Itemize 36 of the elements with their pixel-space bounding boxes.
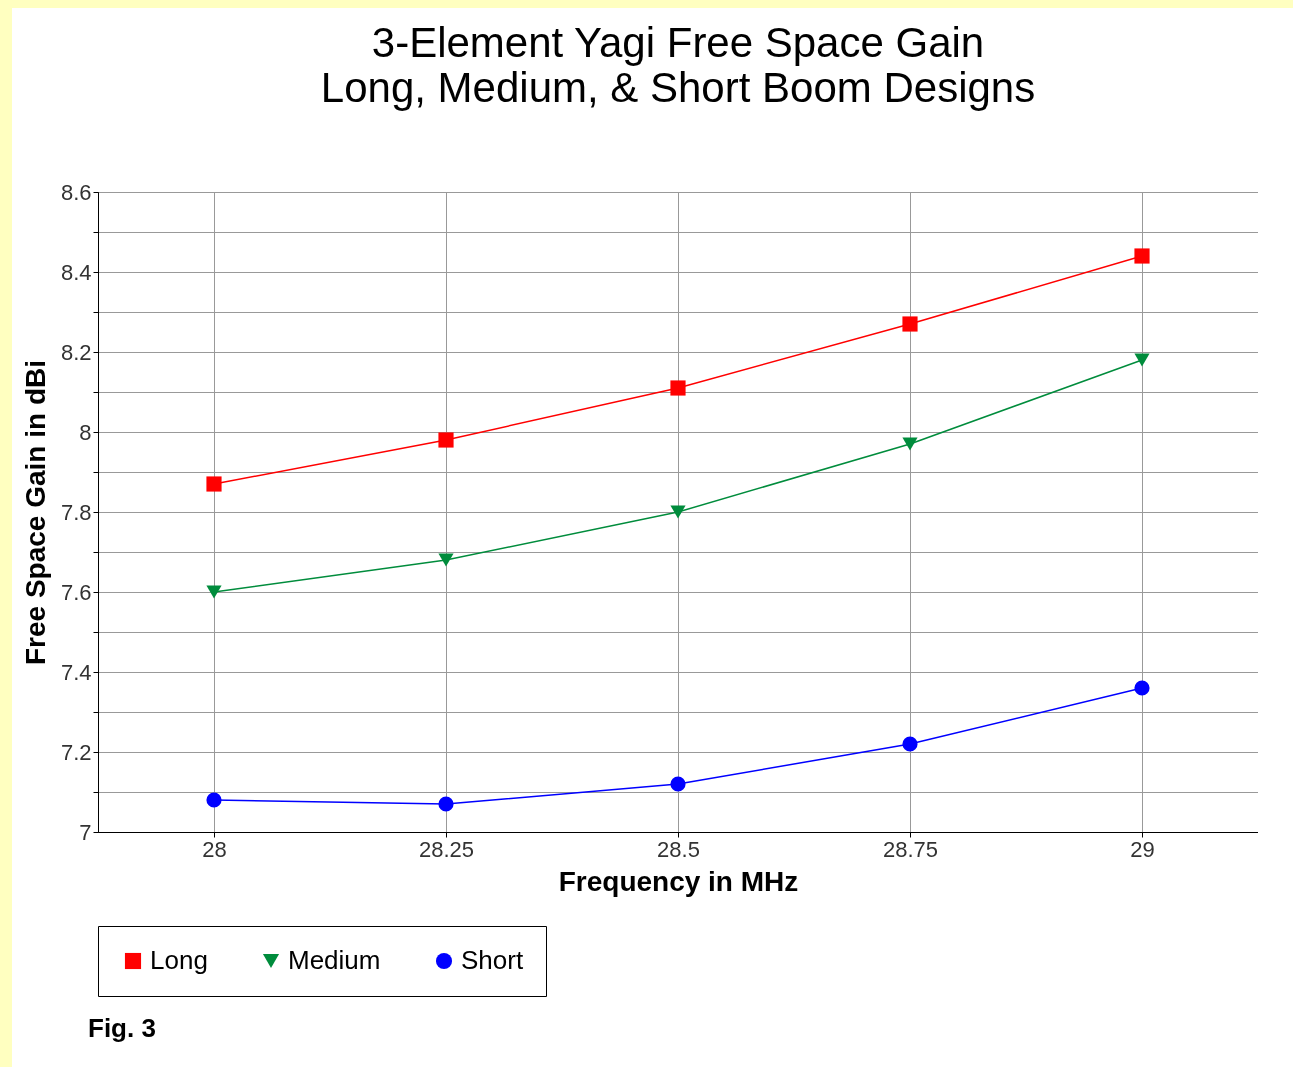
chart-title: 3-Element Yagi Free Space Gain: [371, 19, 985, 66]
point: [438, 553, 454, 567]
point: [438, 432, 454, 448]
y-tick-label: 7.2: [60, 739, 92, 765]
x-tick-label: 28.25: [418, 836, 475, 862]
point: [1134, 680, 1150, 696]
legend-label: Long: [150, 945, 208, 975]
point: [670, 505, 686, 519]
y-tick-label: 8.2: [60, 339, 92, 365]
point: [902, 316, 918, 332]
y-tick-label: 7.4: [60, 659, 92, 685]
x-tick-label: 28.75: [882, 836, 939, 862]
y-tick-label: 7.6: [60, 579, 92, 605]
y-tick-label: 7.8: [60, 499, 92, 525]
point: [902, 437, 918, 451]
point: [206, 476, 222, 492]
point: [206, 792, 222, 808]
point: [902, 736, 918, 752]
point: [206, 585, 222, 599]
x-tick-label: 29: [1130, 836, 1155, 862]
y-tick-label: 8.6: [60, 179, 92, 205]
point: [438, 796, 454, 812]
x-axis-title: Frequency in MHz: [558, 865, 799, 897]
legend-label: Medium: [288, 945, 381, 975]
x-tick-label: 28: [202, 836, 227, 862]
legend-label: Short: [461, 945, 524, 975]
x-tick-label: 28.5: [657, 836, 700, 862]
point: [670, 776, 686, 792]
y-axis-title: Free Space Gain in dBi: [19, 360, 51, 665]
point: [1134, 353, 1150, 367]
point: [670, 380, 686, 396]
point: [1134, 248, 1150, 264]
y-tick-label: 8.4: [60, 259, 92, 285]
caption: Fig. 3: [88, 1013, 156, 1044]
y-tick-label: 8: [79, 419, 92, 445]
y-tick-label: 7: [79, 819, 92, 845]
